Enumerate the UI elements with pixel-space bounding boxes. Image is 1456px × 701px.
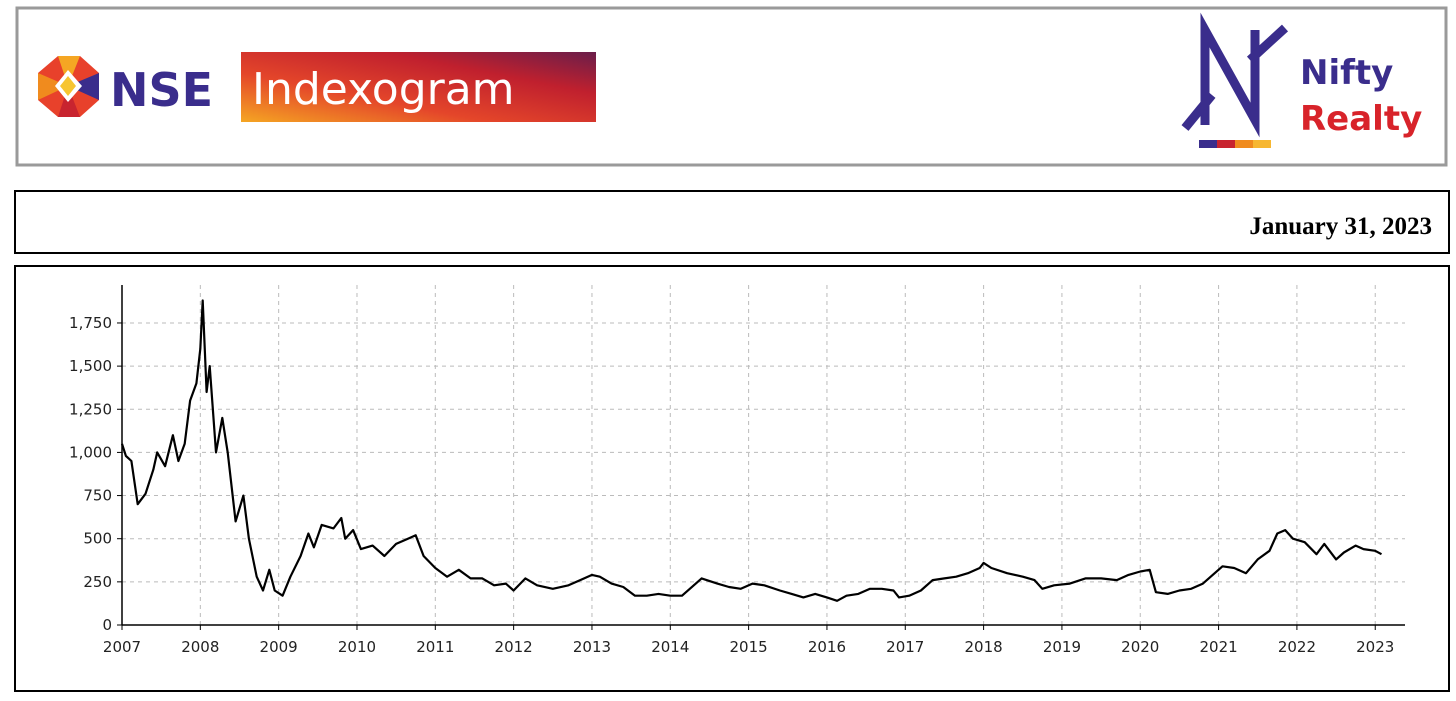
chart: 0 250 500 750 1,000 1,250 1,500 1,750 2007 2008 20… (69, 285, 1405, 656)
x-tick-label: 2023 (1356, 638, 1394, 656)
x-tick-label: 2010 (338, 638, 376, 656)
index-name: Realty (1300, 99, 1422, 139)
x-tick-label: 2019 (1043, 638, 1081, 656)
date: January 31, 2023 (1249, 213, 1432, 240)
chart-box (14, 265, 1450, 692)
x-tick-label: 2008 (181, 638, 219, 656)
index-name: Nifty (1300, 53, 1393, 93)
x-tick-label: 2016 (808, 638, 846, 656)
brand: NSE (110, 63, 213, 117)
x-tick-label: 2017 (886, 638, 924, 656)
y-tick-label: 1,000 (69, 443, 112, 461)
date-box (14, 190, 1450, 254)
x-tick-label: 2012 (495, 638, 533, 656)
x-tick-label: 2021 (1199, 638, 1237, 656)
x-tick-label: 2020 (1121, 638, 1159, 656)
y-tick-label: 750 (83, 487, 112, 505)
x-tick-label: 2015 (730, 638, 768, 656)
y-tick-label: 1,750 (69, 314, 112, 332)
y-tick-label: 250 (83, 573, 112, 591)
nse-logo (38, 56, 99, 117)
x-tick-label: 2013 (573, 638, 611, 656)
x-tick-label: 2022 (1278, 638, 1316, 656)
x-tick-label: 2009 (260, 638, 298, 656)
x-tick-label: 2007 (103, 638, 141, 656)
y-tick-label: 0 (102, 616, 112, 634)
product: Indexogram (252, 64, 515, 115)
x-tick-label: 2011 (416, 638, 454, 656)
y-tick-label: 500 (83, 530, 112, 548)
realty-logo (1181, 12, 1289, 148)
y-tick-label: 1,500 (69, 357, 112, 375)
y-tick-label: 1,250 (69, 400, 112, 418)
x-tick-label: 2014 (651, 638, 689, 656)
x-tick-label: 2018 (965, 638, 1003, 656)
line (120, 299, 1383, 602)
banner (241, 52, 596, 122)
